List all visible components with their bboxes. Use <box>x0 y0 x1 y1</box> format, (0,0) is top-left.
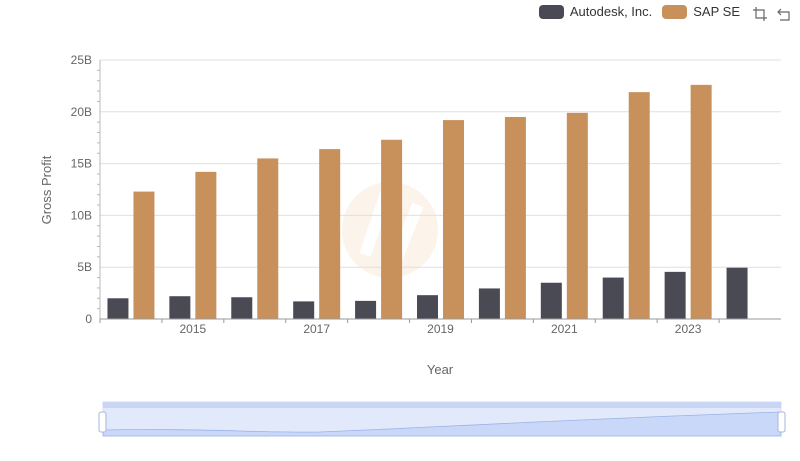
bar-sap-2018[interactable] <box>381 139 403 319</box>
bar-sap-2015[interactable] <box>195 171 217 319</box>
legend-label-autodesk: Autodesk, Inc. <box>569 4 653 19</box>
bar-sap-2021[interactable] <box>566 112 588 319</box>
legend-item-autodesk[interactable]: Autodesk, Inc. <box>538 4 653 19</box>
bar-autodesk-2020[interactable] <box>478 288 500 319</box>
y-tick-label: 15B <box>71 157 92 171</box>
bar-autodesk-2023[interactable] <box>664 271 686 319</box>
zoom-reset-icon[interactable] <box>776 6 792 22</box>
y-tick-label: 20B <box>71 105 92 119</box>
y-axis-label: Gross Profit <box>39 155 54 224</box>
data-zoom-handle-left[interactable] <box>98 411 107 433</box>
y-tick-label: 0 <box>85 312 92 326</box>
bar-autodesk-2021[interactable] <box>540 282 562 319</box>
bar-sap-2022[interactable] <box>628 92 650 319</box>
legend-label-sap: SAP SE <box>693 4 740 19</box>
zoom-select-icon[interactable] <box>752 6 768 22</box>
x-tick-label: 2019 <box>427 322 454 336</box>
bar-sap-2016[interactable] <box>257 158 279 319</box>
bar-autodesk-2019[interactable] <box>417 295 438 319</box>
bar-autodesk-2022[interactable] <box>602 277 624 319</box>
bar-sap-2017[interactable] <box>319 149 341 319</box>
x-tick-label: 2021 <box>551 322 578 336</box>
y-tick-label: 5B <box>77 260 92 274</box>
data-zoom-handle-bar[interactable] <box>103 402 781 408</box>
x-tick-label: 2015 <box>180 322 207 336</box>
legend-item-sap[interactable]: SAP SE <box>662 4 740 19</box>
bar-sap-2023[interactable] <box>690 84 712 319</box>
legend: Autodesk, Inc. SAP SE <box>538 4 740 19</box>
bar-sap-2014[interactable] <box>133 191 155 319</box>
x-axis: 2015 2017 2019 2021 2023 <box>99 318 781 336</box>
toolbox <box>752 6 792 22</box>
bar-autodesk-2017[interactable] <box>293 301 315 319</box>
y-axis-ticks: 0 5B 10B 15B 20B 25B <box>71 53 101 326</box>
data-zoom-handle-right[interactable] <box>777 411 786 433</box>
y-tick-label: 25B <box>71 53 92 67</box>
bar-autodesk-2014[interactable] <box>107 298 129 319</box>
data-zoom-preview <box>102 411 782 437</box>
data-zoom-slider[interactable] <box>98 401 786 437</box>
x-axis-label: Year <box>427 362 454 377</box>
bar-autodesk-2016[interactable] <box>231 297 253 319</box>
bars <box>107 84 748 319</box>
bar-sap-2020[interactable] <box>504 116 526 319</box>
legend-swatch-sap <box>662 4 688 19</box>
bar-autodesk-2015[interactable] <box>169 296 191 319</box>
bar-autodesk-2024[interactable] <box>726 267 748 319</box>
legend-swatch-autodesk <box>538 4 564 19</box>
y-tick-label: 10B <box>71 208 92 222</box>
bar-autodesk-2018[interactable] <box>355 300 377 319</box>
x-tick-label: 2017 <box>303 322 330 336</box>
x-tick-label: 2023 <box>675 322 702 336</box>
bar-sap-2019[interactable] <box>443 120 464 319</box>
